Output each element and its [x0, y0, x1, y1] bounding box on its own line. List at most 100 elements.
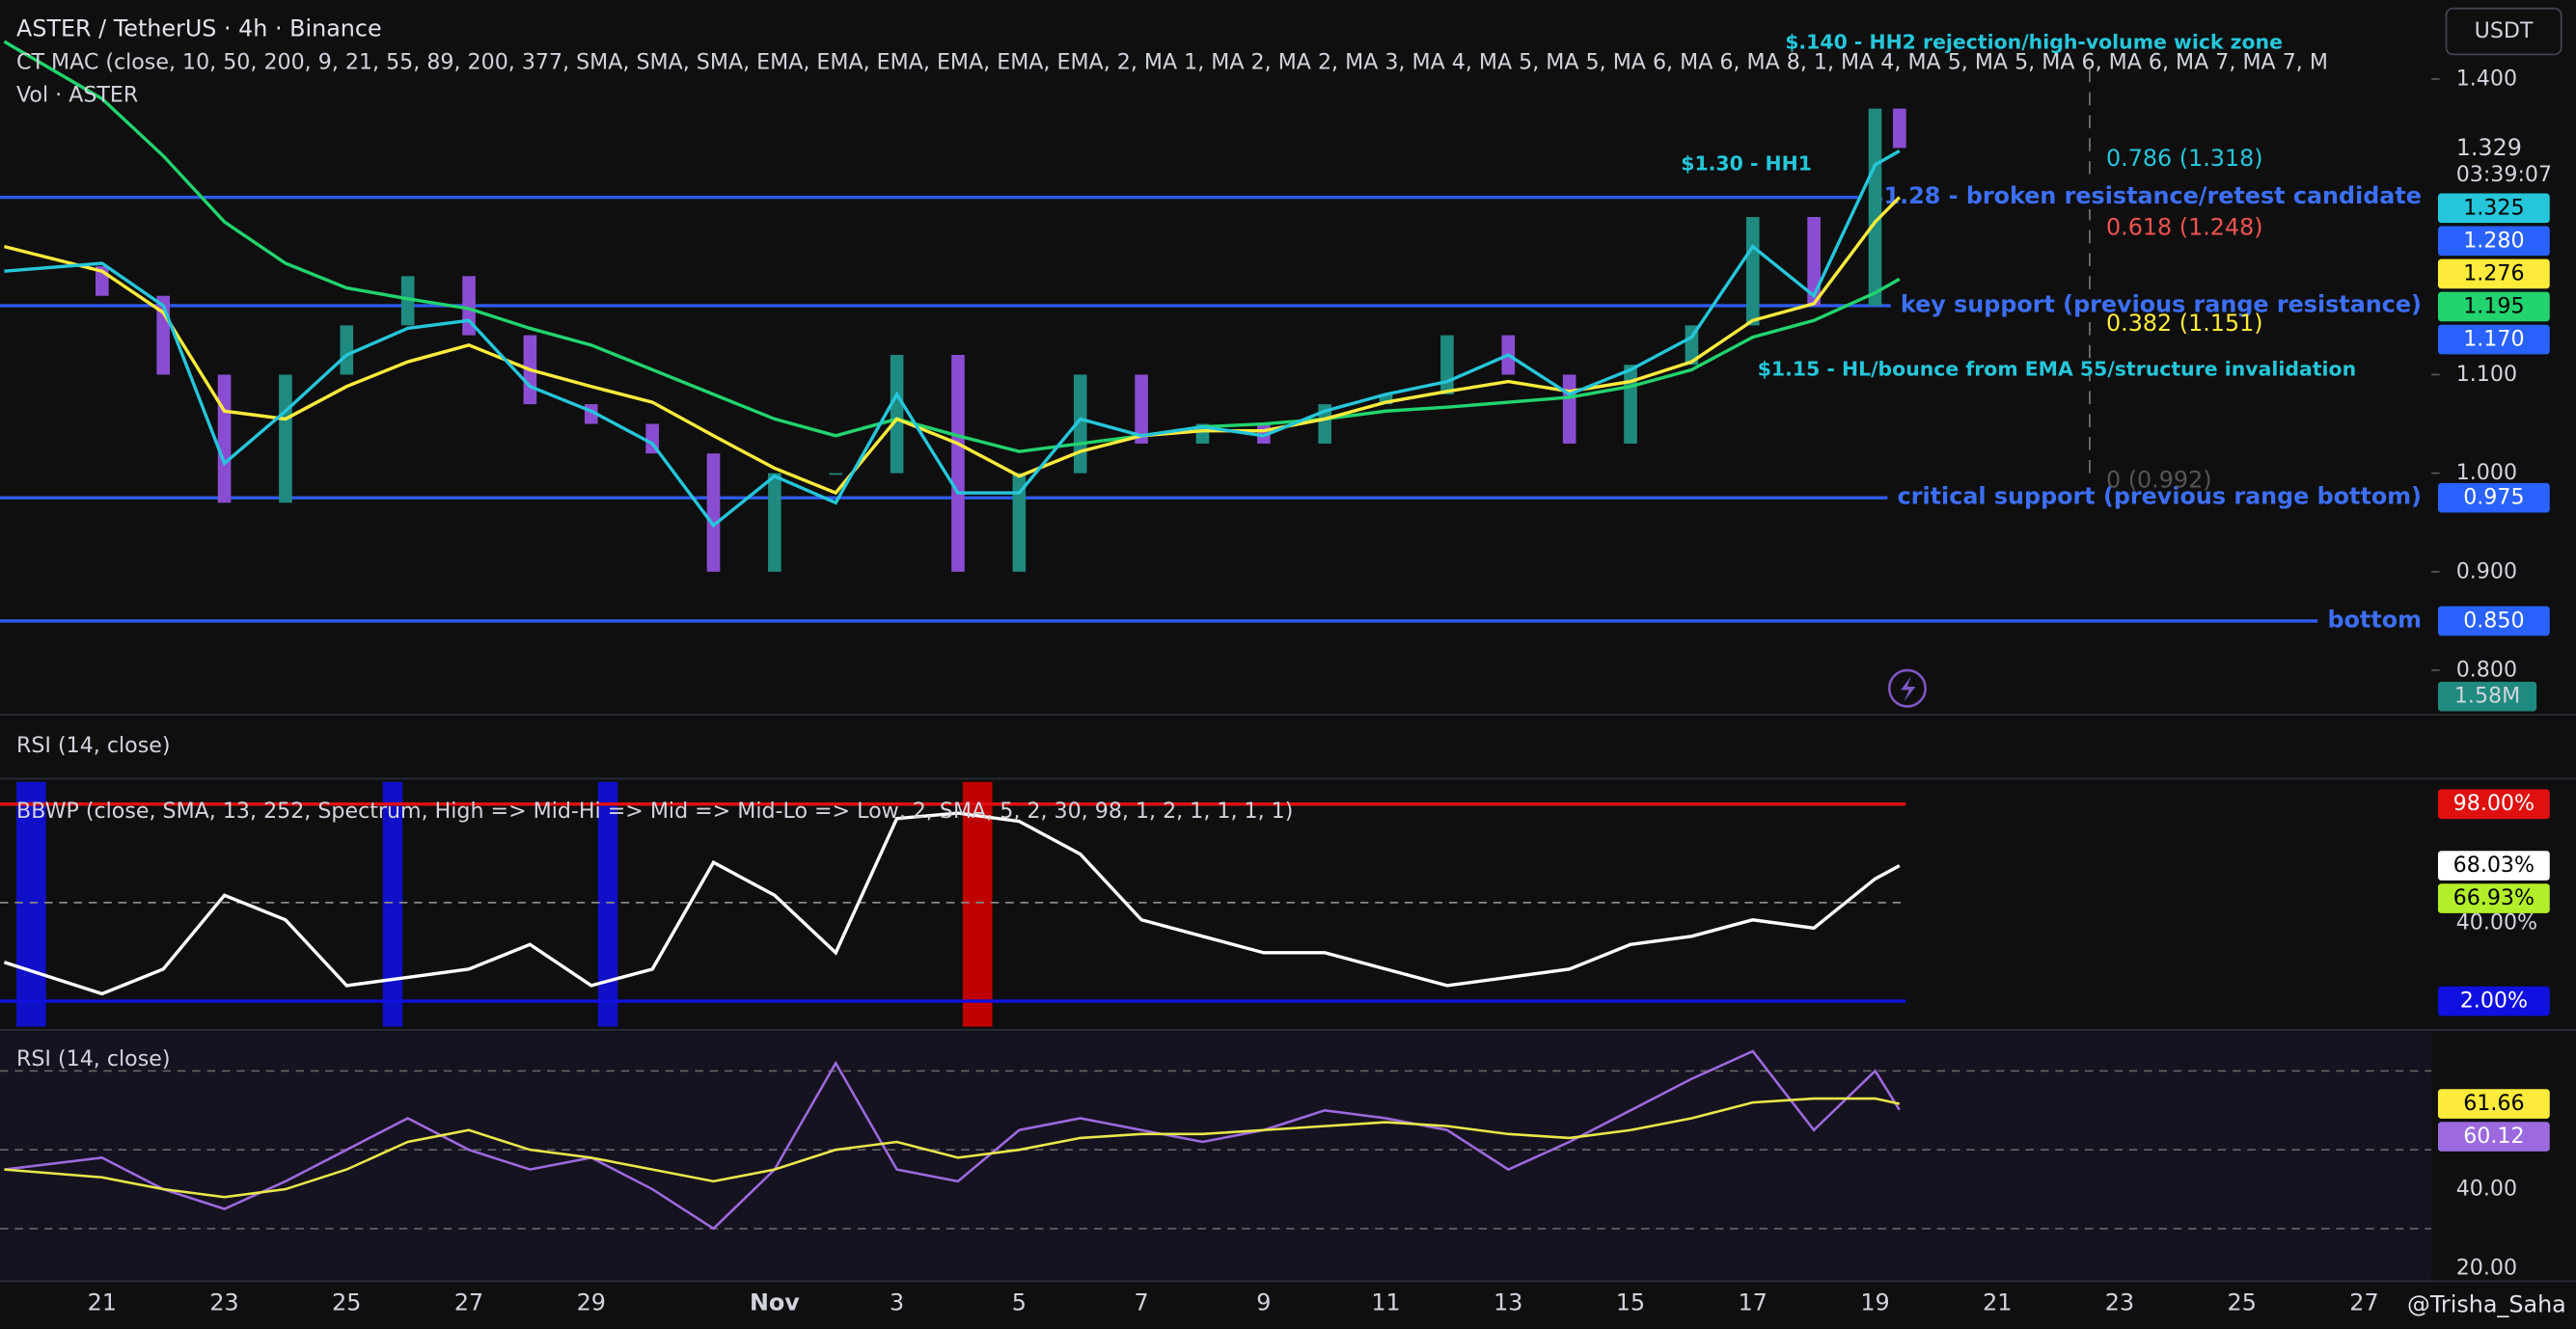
- fib-label: 0 (0.992): [2106, 466, 2212, 493]
- bbwp-tag-label: 68.03%: [2453, 853, 2535, 878]
- candle: [1868, 108, 1882, 306]
- fib-label: 0.382 (1.151): [2106, 310, 2263, 337]
- rsi-line: [4, 1049, 1901, 1231]
- candle: [706, 453, 721, 572]
- y-tick-label: 0.800: [2456, 657, 2517, 682]
- candle: [829, 473, 843, 475]
- y-tick-label: 0.900: [2456, 558, 2517, 583]
- candle: [1745, 216, 1760, 326]
- annotation: $1.30 - HH1: [1681, 151, 1812, 175]
- price-tag-label: 1.195: [2463, 293, 2524, 318]
- candle: [340, 325, 354, 375]
- fib-label: 0.786 (1.318): [2106, 145, 2263, 172]
- pane-title: BBWP (close, SMA, 13, 252, Spectrum, Hig…: [16, 799, 1293, 824]
- candle: [1379, 393, 1393, 405]
- candle: [1440, 335, 1454, 394]
- level-label: bottom: [2328, 606, 2422, 633]
- annotation: $1.15 - HL/bounce from EMA 55/structure …: [1758, 357, 2356, 380]
- level-label-bg: [1857, 182, 2432, 210]
- level-label: $1.28 - broken resistance/retest candida…: [1868, 182, 2422, 209]
- volume-legend: Vol · ASTER: [16, 82, 138, 107]
- alert-icon[interactable]: [1887, 668, 1927, 708]
- candle: [279, 374, 292, 503]
- price-tag-label: 1.280: [2463, 228, 2524, 253]
- x-tick-label: 25: [2228, 1289, 2257, 1316]
- x-tick-label: 9: [1256, 1289, 1271, 1316]
- y-tick-label: 1.100: [2456, 362, 2517, 387]
- candle: [400, 276, 415, 326]
- bbwp-signal: [382, 781, 403, 1027]
- currency-button[interactable]: [2445, 7, 2562, 56]
- x-tick-label: 25: [332, 1289, 361, 1316]
- annotation: $.140 - HH2 rejection/high-volume wick z…: [1785, 30, 2283, 53]
- price-tag-label: 1.170: [2463, 327, 2524, 352]
- bbwp-tag: [2437, 789, 2550, 820]
- fib-label: 0.618 (1.248): [2106, 214, 2263, 241]
- alert-icon-bolt: [1901, 676, 1916, 702]
- indicator-legend: CT MAC (close, 10, 50, 200, 9, 21, 55, 8…: [16, 49, 2328, 74]
- candle: [1562, 374, 1576, 444]
- candle: [951, 355, 965, 572]
- level-label-bg: [1890, 290, 2432, 318]
- candle: [1893, 108, 1906, 149]
- countdown: 03:39:07: [2456, 162, 2552, 187]
- y-tick-label: 1.400: [2456, 66, 2517, 91]
- rsi-tag: [2437, 1122, 2550, 1152]
- bbwp-signal: [16, 781, 46, 1027]
- candle: [1807, 216, 1821, 306]
- x-tick-label: 17: [1739, 1289, 1768, 1316]
- bbwp-signal: [962, 781, 993, 1027]
- price-tag-label: 0.850: [2463, 608, 2524, 633]
- x-tick-label: 11: [1371, 1289, 1400, 1316]
- price-tag: [2437, 258, 2550, 289]
- rsi-tag: [2437, 1089, 2550, 1119]
- x-tick-label: 29: [577, 1289, 606, 1316]
- rsi-tag-label: 61.66: [2463, 1091, 2524, 1116]
- ma-line: [4, 149, 1901, 529]
- price-tag: [2437, 226, 2550, 257]
- price-tag: [2437, 291, 2550, 322]
- x-tick-label: 27: [454, 1289, 483, 1316]
- x-tick-label: 23: [209, 1289, 238, 1316]
- candle: [768, 473, 781, 572]
- price-tag: [2437, 324, 2550, 355]
- level-label: key support (previous range resistance): [1901, 290, 2422, 317]
- bbwp-tag-label: 2.00%: [2460, 989, 2528, 1014]
- watermark: @Trisha_Saha: [2407, 1290, 2566, 1317]
- x-tick-label: 5: [1012, 1289, 1027, 1316]
- candle: [1073, 374, 1087, 474]
- volume-tag: [2437, 681, 2537, 712]
- price-tag: [2437, 193, 2550, 224]
- level-label-bg: [1887, 482, 2432, 510]
- candle: [890, 355, 904, 474]
- x-tick-label: 3: [890, 1289, 904, 1316]
- price-tag-label: 1.276: [2463, 260, 2524, 285]
- x-tick-label: 15: [1616, 1289, 1645, 1316]
- bbwp-tag-label: 66.93%: [2453, 885, 2535, 910]
- bbwp-signal: [597, 781, 618, 1027]
- currency-button-label[interactable]: USDT: [2475, 18, 2534, 43]
- x-tick-label: 23: [2105, 1289, 2134, 1316]
- bbwp-tag: [2437, 986, 2550, 1017]
- x-tick-label: Nov: [750, 1289, 800, 1316]
- price-tag: [2437, 482, 2550, 513]
- x-tick-label: 13: [1494, 1289, 1522, 1316]
- candle: [217, 374, 232, 503]
- candle: [1012, 473, 1027, 572]
- price-tag: [2437, 606, 2550, 637]
- y-tick-label: 40.00%: [2456, 910, 2537, 936]
- bbwp-tag: [2437, 883, 2550, 913]
- ma-line: [4, 196, 1901, 496]
- candle: [1135, 374, 1148, 444]
- y-tick-label: 1.000: [2456, 460, 2517, 485]
- level-label: critical support (previous range bottom): [1898, 483, 2422, 510]
- x-tick-label: 7: [1134, 1289, 1148, 1316]
- rsi-ma-line: [4, 1097, 1901, 1199]
- x-tick-label: 21: [1983, 1289, 2012, 1316]
- current-price: 1.329: [2456, 134, 2522, 161]
- rsi-pane-bg: [0, 1031, 2432, 1282]
- pane-title: RSI (14, close): [16, 1046, 170, 1071]
- rsi-tag-label: 60.12: [2463, 1124, 2524, 1149]
- x-tick-label: 21: [88, 1289, 117, 1316]
